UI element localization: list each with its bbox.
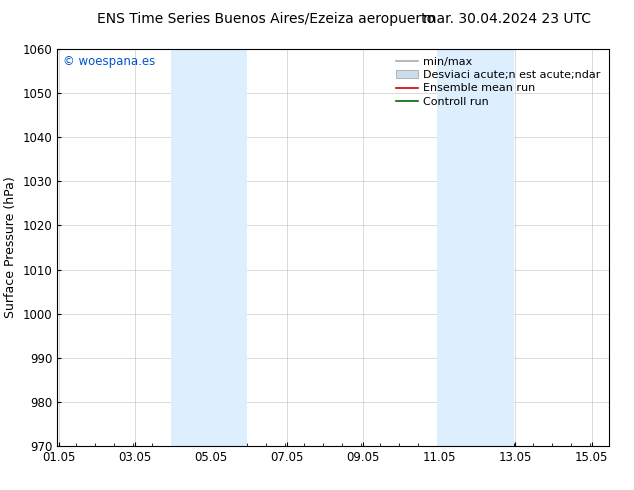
Legend: min/max, Desviaci acute;n est acute;ndar, Ensemble mean run, Controll run: min/max, Desviaci acute;n est acute;ndar…	[394, 54, 603, 109]
Text: mar. 30.04.2024 23 UTC: mar. 30.04.2024 23 UTC	[424, 12, 591, 26]
Bar	[203, 49, 247, 446]
Bar	[469, 49, 514, 446]
Y-axis label: Surface Pressure (hPa): Surface Pressure (hPa)	[4, 176, 17, 318]
Bar	[437, 49, 469, 446]
Text: © woespana.es: © woespana.es	[63, 55, 155, 68]
Bar	[171, 49, 203, 446]
Text: ENS Time Series Buenos Aires/Ezeiza aeropuerto: ENS Time Series Buenos Aires/Ezeiza aero…	[97, 12, 436, 26]
